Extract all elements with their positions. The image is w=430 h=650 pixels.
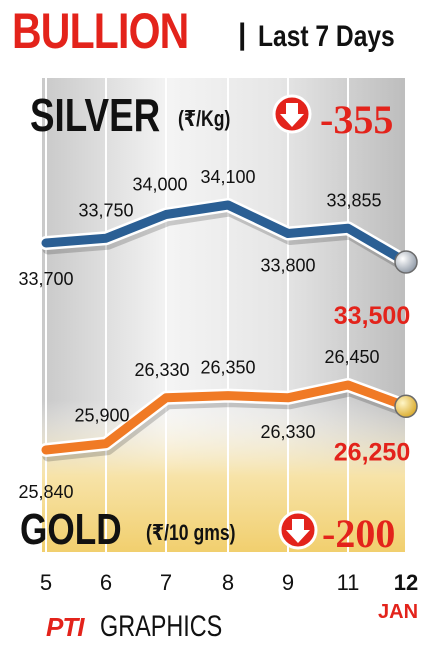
x-axis-ticks: 5 6 7 8 9 11 12 [40, 570, 418, 595]
data-label: 26,330 [134, 360, 189, 380]
series-line [41, 200, 411, 267]
gold-label: GOLD [20, 505, 122, 554]
data-label: 25,900 [74, 406, 129, 426]
silver-series: 33,700 33,750 34,000 34,100 33,800 33,855 33,5… [18, 167, 418, 330]
x-tick-label: 5 [40, 570, 52, 595]
data-label: 34,000 [132, 175, 187, 195]
x-tick-label: 7 [160, 570, 172, 595]
gold-unit: (₹/10 gms) [146, 520, 236, 545]
month-label: JAN [378, 601, 419, 623]
data-label: 33,800 [260, 256, 315, 276]
gold-fill-band [42, 400, 406, 552]
down-arrow-icon [278, 510, 318, 550]
silver-change: -355 [320, 97, 394, 142]
series-line [41, 380, 411, 455]
gold-change: -200 [322, 511, 396, 556]
data-label: 33,750 [78, 200, 133, 220]
gold-series: 25,840 25,900 26,330 26,350 26,330 26,450 26,2… [18, 347, 418, 502]
pti-logo: PTI [46, 612, 84, 642]
data-label: 26,330 [260, 422, 315, 442]
data-label: 33,855 [326, 190, 381, 210]
x-tick-label: 12 [394, 570, 418, 595]
data-label: 26,250 [334, 438, 410, 466]
data-label: 33,500 [334, 302, 410, 330]
graphics-label: GRAPHICS [100, 610, 223, 643]
data-label: 34,100 [200, 167, 255, 187]
data-label: 25,840 [18, 482, 73, 502]
data-label: 26,350 [200, 358, 255, 378]
chart-subtitle: Last 7 Days [258, 20, 395, 53]
series-end-dot [394, 250, 418, 274]
x-tick-label: 8 [222, 570, 234, 595]
x-tick-label: 9 [282, 570, 294, 595]
down-arrow-icon [272, 94, 312, 134]
title-separator: | [238, 18, 247, 51]
x-tick-label: 6 [100, 570, 112, 595]
x-tick-label: 11 [337, 570, 360, 595]
grid-lines [45, 78, 407, 552]
silver-unit: (₹/Kg) [178, 106, 231, 131]
data-label: 26,450 [324, 347, 379, 367]
data-label: 33,700 [18, 269, 73, 289]
silver-label: SILVER [30, 89, 161, 141]
series-end-dot [394, 394, 418, 419]
chart-title: BULLION [12, 3, 189, 59]
